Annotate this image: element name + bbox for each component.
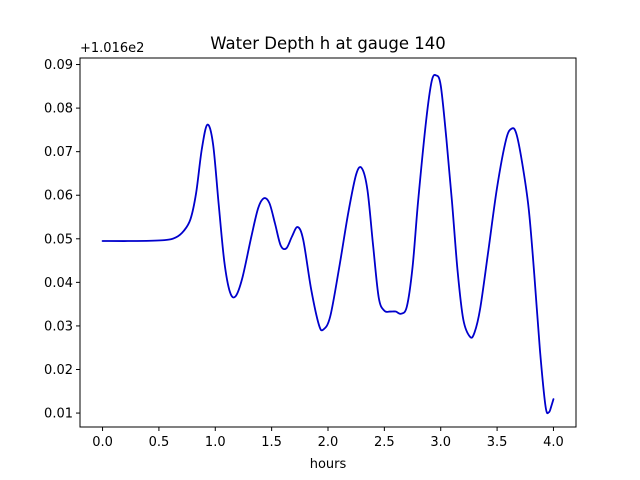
y-tick-label: 0.01 bbox=[44, 407, 73, 422]
x-tick-label: 2.5 bbox=[374, 435, 395, 450]
x-axis-label: hours bbox=[310, 457, 347, 472]
x-tick-label: 0.0 bbox=[92, 435, 113, 450]
y-tick-label: 0.09 bbox=[44, 58, 73, 73]
series-line bbox=[101, 73, 555, 415]
y-axis: 0.01 0.02 0.03 0.04 0.05 0.06 0.07 0.08 0.09 bbox=[44, 58, 80, 422]
plot-area bbox=[101, 73, 555, 415]
x-tick-label: 1.5 bbox=[261, 435, 282, 450]
chart-title: Water Depth h at gauge 140 bbox=[210, 34, 445, 53]
x-tick-label: 3.5 bbox=[487, 435, 508, 450]
x-tick-label: 3.0 bbox=[430, 435, 451, 450]
y-tick-label: 0.03 bbox=[44, 319, 73, 334]
y-tick-label: 0.02 bbox=[44, 363, 73, 378]
x-tick-label: 4.0 bbox=[543, 435, 564, 450]
y-offset-label: +1.016e2 bbox=[80, 41, 144, 56]
plot-frame bbox=[79, 57, 577, 428]
y-tick-label: 0.05 bbox=[44, 232, 73, 247]
x-tick-label: 0.5 bbox=[149, 435, 170, 450]
y-tick-label: 0.06 bbox=[44, 189, 73, 204]
y-tick-label: 0.08 bbox=[44, 102, 73, 117]
y-tick-label: 0.04 bbox=[44, 276, 73, 291]
x-tick-label: 1.0 bbox=[205, 435, 226, 450]
x-axis: 0.0 0.5 1.0 1.5 2.0 2.5 3.0 3.5 4.0 bbox=[92, 427, 564, 450]
y-tick-label: 0.07 bbox=[44, 145, 73, 160]
x-tick-label: 2.0 bbox=[318, 435, 339, 450]
